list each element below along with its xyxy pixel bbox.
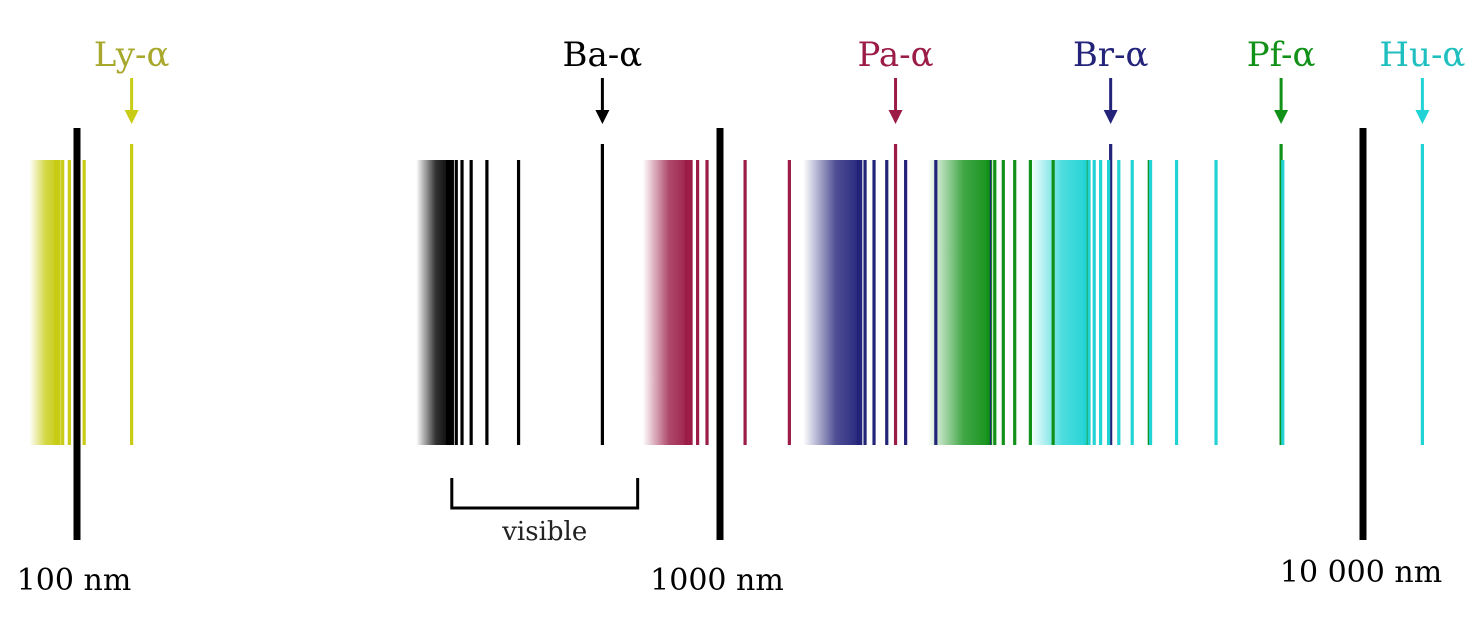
limit-band-balmer [416,160,452,445]
spectral-line-humphreys-3 [1214,160,1218,445]
scale-tick-10000nm [1359,128,1367,540]
down-arrow-icon [595,78,610,124]
visible-label: visible [501,517,587,547]
scale-ticks [73,128,1367,540]
spectral-line-paschen-2 [787,160,791,445]
spectral-line-balmer-3 [485,160,489,445]
spectral-line-balmer-6 [454,160,458,445]
spectral-line-humphreys-8 [1106,160,1111,445]
spectral-line-brackett-4 [904,160,908,445]
spectral-line-humphreys-9 [1099,160,1103,445]
spectral-line-balmer-2 [516,160,521,445]
limit-band-brackett [803,160,863,445]
spectral-line-paschen-5 [705,160,709,445]
alpha-line-humphreys [1420,144,1424,445]
spectral-line-humphreys-7 [1117,160,1121,445]
series-label-brackett: Br-α [1073,35,1149,75]
spectral-line-pfund-5 [1028,160,1032,445]
spectral-line-humphreys-4 [1174,160,1179,445]
spectral-line-paschen-6 [695,160,700,445]
down-arrow-icon [124,78,139,124]
scale-tick-labels: 100 nm 1000 nm 10 000 nm [17,555,1442,598]
spectral-line-pfund-6 [1013,160,1017,445]
down-arrow-icon [1415,78,1430,124]
spectral-line-balmer-4 [469,160,473,445]
spectral-line-pfund-8 [993,160,997,445]
limit-band-humphreys [1029,160,1089,445]
tick-label-10000nm: 10 000 nm [1280,555,1442,590]
alpha-line-balmer [600,144,604,445]
alpha-line-lyman [130,144,134,445]
down-arrow-icon [888,78,903,124]
spectral-line-paschen-8 [684,160,688,445]
series-label-lyman: Ly-α [94,35,170,75]
alpha-labels: Ly-α Ba-α Pa-α Br-α Pf-α Hu-α [94,35,1466,75]
alpha-arrows [124,78,1430,124]
spectral-line-pfund-7 [1001,160,1005,445]
spectral-line-brackett-3 [934,160,938,445]
spectral-line-lyman-3 [67,160,71,445]
spectral-line-brackett-7 [863,160,867,445]
alpha-line-paschen [893,144,898,445]
visible-bracket-shape [450,478,640,510]
spectral-line-balmer-9 [446,160,450,445]
spectral-lines [53,144,1424,445]
series-limit-bands [29,160,1089,445]
series-label-balmer: Ba-α [563,35,643,75]
spectral-line-paschen-7 [689,160,693,445]
series-label-paschen: Pa-α [858,35,934,75]
spectral-line-humphreys-11 [1087,160,1091,445]
series-label-pfund: Pf-α [1247,35,1316,75]
spectral-line-lyman-7 [53,160,58,445]
scale-tick-100nm [73,128,81,540]
spectral-line-lyman-2 [82,160,86,445]
spectral-line-brackett-5 [885,160,889,445]
spectral-line-balmer-7 [450,160,454,445]
spectral-line-balmer-8 [448,160,452,445]
spectral-line-humphreys-10 [1092,160,1096,445]
spectral-line-brackett-8 [856,160,860,445]
spectral-line-humphreys-5 [1148,160,1153,445]
limit-band-pfund [928,160,993,445]
spectral-line-humphreys-6 [1130,160,1134,445]
down-arrow-icon [1274,78,1289,124]
spectral-line-humphreys-2 [1281,160,1285,445]
spectral-line-lyman-5 [57,160,61,445]
limit-band-paschen [642,160,691,445]
spectral-line-balmer-5 [460,160,464,445]
down-arrow-icon [1103,78,1118,124]
series-label-humphreys: Hu-α [1379,35,1465,75]
spectral-line-humphreys-12 [1083,160,1087,445]
spectral-line-pfund-4 [1051,160,1055,445]
spectral-line-paschen-3 [743,160,747,445]
spectral-line-pfund-9 [986,160,990,445]
tick-label-100nm: 100 nm [17,563,132,598]
spectral-line-brackett-6 [872,160,876,445]
scale-tick-1000nm [716,128,724,540]
visible-range-bracket: visible [450,478,640,547]
spectral-line-lyman-4 [61,160,65,445]
alpha-line-pfund [1279,144,1283,445]
tick-label-1000nm: 1000 nm [650,563,784,598]
alpha-line-brackett [1109,144,1113,445]
